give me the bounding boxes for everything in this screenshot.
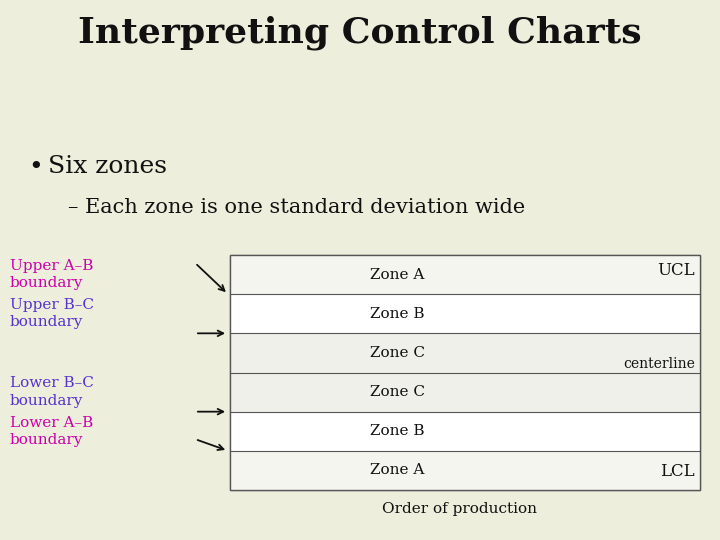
Text: Lower B–C
boundary: Lower B–C boundary xyxy=(10,376,94,408)
Bar xyxy=(230,255,700,294)
Text: Six zones: Six zones xyxy=(48,155,167,178)
Text: Zone C: Zone C xyxy=(370,385,425,399)
Text: LCL: LCL xyxy=(660,463,695,480)
Bar xyxy=(230,255,700,490)
Bar xyxy=(230,411,700,451)
Text: Zone B: Zone B xyxy=(370,424,425,438)
Text: Upper B–C
boundary: Upper B–C boundary xyxy=(10,298,94,329)
Text: Zone B: Zone B xyxy=(370,307,425,321)
Bar xyxy=(230,373,700,411)
Bar xyxy=(230,294,700,333)
Text: Zone A: Zone A xyxy=(370,268,424,281)
Text: Upper A–B
boundary: Upper A–B boundary xyxy=(10,259,94,290)
Text: Zone A: Zone A xyxy=(370,463,424,477)
Text: Zone C: Zone C xyxy=(370,346,425,360)
Text: •: • xyxy=(28,155,42,179)
Text: centerline: centerline xyxy=(623,356,695,370)
Text: Lower A–B
boundary: Lower A–B boundary xyxy=(10,416,94,447)
Text: UCL: UCL xyxy=(657,262,695,279)
Text: Order of production: Order of production xyxy=(382,502,538,516)
Bar xyxy=(230,255,700,490)
Bar xyxy=(230,333,700,373)
Bar xyxy=(230,451,700,490)
Text: – Each zone is one standard deviation wide: – Each zone is one standard deviation wi… xyxy=(68,198,526,217)
Text: Interpreting Control Charts: Interpreting Control Charts xyxy=(78,15,642,50)
